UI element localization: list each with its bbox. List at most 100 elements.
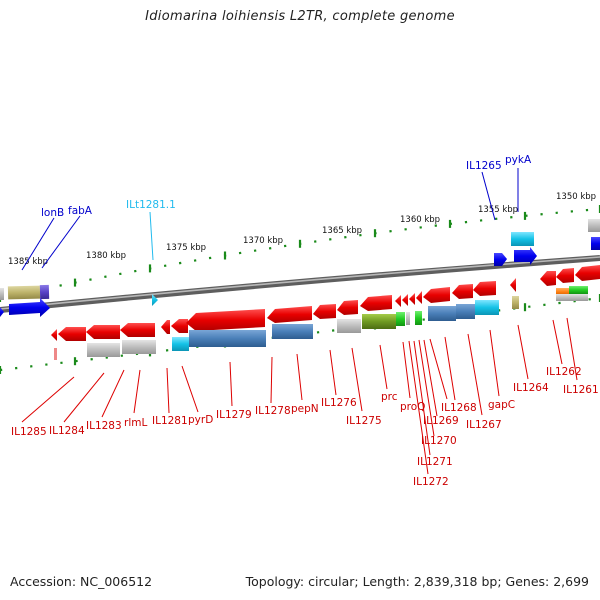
leader-IL1264 (517, 324, 529, 380)
label-IL1261: IL1261 (563, 384, 599, 396)
leader-IL1262 (552, 319, 563, 365)
gene-IL1269-arrow (409, 293, 415, 305)
label-IL1272: IL1272 (413, 476, 449, 488)
gene-block-steel-IL1268 (428, 306, 456, 321)
label-IL1278: IL1278 (255, 405, 291, 417)
gene-block-cyan-gapC (475, 300, 499, 315)
gene-block-gray-IL1284 (87, 343, 120, 357)
gene-IL1276-arrow (337, 300, 358, 315)
topology-text: Topology: circular; Length: 2,839,318 bp… (245, 574, 589, 589)
label-lonB: lonB (41, 207, 64, 219)
label-IL1268: IL1268 (441, 402, 477, 414)
label-rlmL: rlmL (124, 417, 147, 429)
leader-pepN (296, 353, 303, 401)
gene-prc-arrow (395, 295, 401, 307)
gene-block-olive (7, 285, 41, 300)
outer-scale-major-ticks (0, 205, 600, 302)
genome-title: Idiomarina loihiensis L2TR, complete gen… (145, 9, 455, 24)
label-IL1264: IL1264 (513, 382, 549, 394)
leader-fabA (41, 215, 81, 269)
gene-block-gray-IL1261 (556, 294, 588, 301)
gene-left-arrow (0, 307, 4, 317)
leader-IL1285 (21, 376, 75, 423)
accession-text: Accession: NC_006512 (10, 574, 153, 589)
gene-block-gray-prc (406, 312, 410, 325)
leader-pyrD (181, 365, 199, 413)
leader-proQ (402, 341, 411, 399)
leader-IL1284 (63, 372, 105, 423)
scale-label-1380: 1380 kbp (86, 251, 126, 261)
gene-lonB-arrow (9, 298, 50, 317)
leader-rlmL (133, 369, 141, 414)
gene-block-steel-IL1279 (189, 330, 266, 347)
gene-pykA-arrow (514, 247, 537, 265)
gene-pepN-arrow (313, 304, 336, 319)
label-IL1284: IL1284 (49, 425, 85, 437)
gene-block-purple (39, 284, 50, 300)
gene-block-steel-IL1278 (272, 324, 313, 339)
label-fabA: fabA (68, 205, 93, 217)
gene-IL1279-arrow (186, 309, 265, 331)
reverse-strand-genes (51, 265, 600, 360)
label-IL1283: IL1283 (86, 420, 122, 432)
label-pykA: pykA (505, 154, 532, 166)
gene-IL1278-arrow (267, 306, 312, 323)
gene-block-olive-IL1264 (512, 296, 519, 309)
leader-IL1268-extra (429, 338, 448, 400)
label-IL1281: IL1281 (152, 415, 188, 427)
scale-label-1375: 1375 kbp (166, 243, 206, 253)
leader-IL1267 (467, 333, 483, 416)
label-IL1262: IL1262 (546, 366, 582, 378)
gene-block-gray-right (588, 219, 600, 232)
scale-label-1360: 1360 kbp (400, 215, 440, 225)
gene-IL1285-arrow (51, 329, 57, 341)
forward-strand-genes (0, 219, 600, 317)
gene-block-gray-IL1283 (122, 340, 156, 354)
label-IL1270: IL1270 (421, 435, 457, 447)
label-gapC: gapC (488, 399, 515, 411)
label-leader-lines (21, 168, 578, 475)
gene-block-cyan-pykA (511, 232, 534, 246)
gene-right-arrow (575, 265, 600, 281)
label-pyrD: pyrD (188, 414, 213, 426)
gene-block-steel-IL1267 (456, 304, 475, 319)
gene-block-lime-proQ (415, 311, 422, 325)
gene-IL1283-arrow (86, 325, 120, 339)
gene-IL1265-arrow (494, 253, 507, 266)
leader-IL1275 (351, 347, 363, 412)
gene-IL1267-arrow (473, 281, 496, 296)
gene-IL1268-arrow (452, 284, 473, 299)
genome-backbone (0, 255, 600, 313)
leader-ILt1281 (149, 211, 154, 261)
scale-label-1355: 1355 kbp (478, 205, 518, 215)
label-IL1267: IL1267 (466, 419, 502, 431)
gene-IL1285-tail (54, 348, 57, 360)
leader-IL1278 (270, 356, 273, 404)
gene-rlmL-arrow (120, 323, 155, 337)
leader-IL1276 (329, 349, 337, 396)
gene-block-blue-right (591, 237, 600, 250)
leader-IL1279 (229, 361, 233, 407)
label-IL1265: IL1265 (466, 160, 502, 172)
leader-IL1265 (481, 171, 496, 221)
genome-backbone-highlight (0, 256, 600, 310)
scale-label-1350: 1350 kbp (556, 192, 596, 202)
gene-IL1262-arrow (540, 271, 556, 286)
label-IL1285: IL1285 (11, 426, 47, 438)
gene-block-lime-prc (396, 312, 405, 326)
gene-block-gray-IL1276 (337, 319, 361, 333)
label-ILt1281-1: ILt1281.1 (126, 199, 176, 211)
label-IL1276: IL1276 (321, 397, 357, 409)
gene-block-cyan-IL1281 (172, 337, 189, 351)
trna-ILt1281-arrow (152, 294, 158, 306)
label-prc: prc (381, 391, 398, 403)
gene-IL1281-arrow (161, 320, 170, 334)
gene-IL1264-arrow (510, 278, 516, 292)
leader-IL1268 (444, 336, 456, 401)
gene-IL1271-arrow (423, 287, 450, 303)
gene-IL1275-arrow (360, 295, 392, 311)
leader-IL1270 (418, 339, 435, 437)
top-gene-labels: lonB fabA ILt1281.1 IL1265 pykA (41, 154, 532, 219)
leader-IL1272 (408, 340, 429, 475)
